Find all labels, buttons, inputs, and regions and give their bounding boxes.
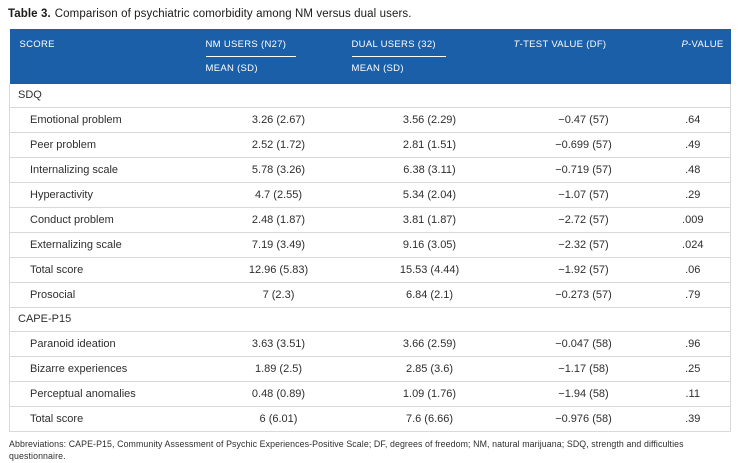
table-caption: Table 3. Comparison of psychiatric comorb… <box>8 8 735 20</box>
row-label: Hyperactivity <box>9 182 206 208</box>
dual-mean-sd: 6.38 (3.11) <box>351 157 508 183</box>
row-label: Peer problem <box>9 132 206 158</box>
dual-mean-sd: 6.84 (2.1) <box>351 282 508 308</box>
comparison-table: SCORE NM USERS (N27) MEAN (SD) DUAL USER… <box>9 29 731 432</box>
dual-mean-sd: 9.16 (3.05) <box>351 232 508 258</box>
row-label: Prosocial <box>9 282 206 308</box>
row-label: Total score <box>9 257 206 283</box>
nm-mean-sd: 3.26 (2.67) <box>205 107 352 133</box>
table-row: Paranoid ideation 3.63 (3.51) 3.66 (2.59) −… <box>9 331 731 357</box>
p-value: .49 <box>659 132 731 158</box>
table-row: Internalizing scale 5.78 (3.26) 6.38 (3.11… <box>9 157 731 183</box>
t-test-value: −1.17 (58) <box>507 356 660 382</box>
table-row: Hyperactivity 4.7 (2.55) 5.34 (2.04) −1.07 … <box>9 182 731 208</box>
dual-mean-sd: 2.85 (3.6) <box>351 356 508 382</box>
nm-mean-sd: 1.89 (2.5) <box>205 356 352 382</box>
header-p-value: P-VALUE <box>659 29 731 84</box>
header-score: SCORE <box>9 29 206 84</box>
dual-mean-sd: 3.81 (1.87) <box>351 207 508 233</box>
p-value: .64 <box>659 107 731 133</box>
row-label: Emotional problem <box>9 107 206 133</box>
header-t-test: T-TEST VALUE (DF) <box>507 29 660 84</box>
nm-mean-sd: 5.78 (3.26) <box>205 157 352 183</box>
row-label: Total score <box>9 406 206 432</box>
t-test-value: −0.273 (57) <box>507 282 660 308</box>
nm-mean-sd: 2.48 (1.87) <box>205 207 352 233</box>
row-label: Conduct problem <box>9 207 206 233</box>
t-test-value: −2.72 (57) <box>507 207 660 233</box>
dual-mean-sd: 3.56 (2.29) <box>351 107 508 133</box>
row-label: Externalizing scale <box>9 232 206 258</box>
section-row: CAPE-P15 <box>9 307 731 332</box>
p-value: .48 <box>659 157 731 183</box>
dual-mean-sd: 2.81 (1.51) <box>351 132 508 158</box>
nm-mean-sd: 12.96 (5.83) <box>205 257 352 283</box>
header-dual-users-label: DUAL USERS (32) <box>351 39 446 57</box>
table-row: Total score 12.96 (5.83) 15.53 (4.44) −1.92… <box>9 257 731 283</box>
header-nm-users: NM USERS (N27) MEAN (SD) <box>205 29 352 84</box>
nm-mean-sd: 6 (6.01) <box>205 406 352 432</box>
table-caption-label: Table 3. <box>8 8 51 20</box>
p-value: .009 <box>659 207 731 233</box>
p-value: .79 <box>659 282 731 308</box>
dual-mean-sd: 3.66 (2.59) <box>351 331 508 357</box>
table-row: Emotional problem 3.26 (2.67) 3.56 (2.29) −… <box>9 107 731 133</box>
header-nm-users-label: NM USERS (N27) <box>205 39 297 57</box>
header-dual-users: DUAL USERS (32) MEAN (SD) <box>351 29 508 84</box>
p-value: .39 <box>659 406 731 432</box>
t-test-value: −0.699 (57) <box>507 132 660 158</box>
p-value: .25 <box>659 356 731 382</box>
header-nm-mean-sd: MEAN (SD) <box>205 63 258 74</box>
nm-mean-sd: 4.7 (2.55) <box>205 182 352 208</box>
row-label: Internalizing scale <box>9 157 206 183</box>
table-row: Total score 6 (6.01) 7.6 (6.66) −0.976 (58)… <box>9 406 731 432</box>
t-test-value: −1.94 (58) <box>507 381 660 407</box>
p-value: .06 <box>659 257 731 283</box>
section-label: SDQ <box>9 84 731 108</box>
dual-mean-sd: 5.34 (2.04) <box>351 182 508 208</box>
table-row: Prosocial 7 (2.3) 6.84 (2.1) −0.273 (57) .79 <box>9 282 731 308</box>
table-footnote: Abbreviations: CAPE-P15, Community Asses… <box>9 439 684 462</box>
p-value: .11 <box>659 381 731 407</box>
section-label: CAPE-P15 <box>9 307 731 332</box>
table-caption-text: Comparison of psychiatric comorbidity am… <box>54 8 412 20</box>
row-label: Paranoid ideation <box>9 331 206 357</box>
table-row: Conduct problem 2.48 (1.87) 3.81 (1.87) −2.… <box>9 207 731 233</box>
dual-mean-sd: 7.6 (6.66) <box>351 406 508 432</box>
header-dual-mean-sd: MEAN (SD) <box>351 63 404 74</box>
table-row: Perceptual anomalies 0.48 (0.89) 1.09 (1.7… <box>9 381 731 407</box>
table-row: Bizarre experiences 1.89 (2.5) 2.85 (3.6) −… <box>9 356 731 382</box>
t-test-value: −0.047 (58) <box>507 331 660 357</box>
p-value: .29 <box>659 182 731 208</box>
p-value: .96 <box>659 331 731 357</box>
dual-mean-sd: 15.53 (4.44) <box>351 257 508 283</box>
table-row: Peer problem 2.52 (1.72) 2.81 (1.51) −0.699… <box>9 132 731 158</box>
t-test-value: −0.47 (57) <box>507 107 660 133</box>
section-row: SDQ <box>9 84 731 108</box>
t-test-value: −2.32 (57) <box>507 232 660 258</box>
nm-mean-sd: 2.52 (1.72) <box>205 132 352 158</box>
t-test-value: −0.976 (58) <box>507 406 660 432</box>
t-test-value: −1.07 (57) <box>507 182 660 208</box>
table-header-row: SCORE NM USERS (N27) MEAN (SD) DUAL USER… <box>9 29 731 84</box>
dual-mean-sd: 1.09 (1.76) <box>351 381 508 407</box>
table-body: SDQ Emotional problem 3.26 (2.67) 3.56 (2.2… <box>9 84 731 432</box>
row-label: Perceptual anomalies <box>9 381 206 407</box>
row-label: Bizarre experiences <box>9 356 206 382</box>
t-test-value: −1.92 (57) <box>507 257 660 283</box>
nm-mean-sd: 0.48 (0.89) <box>205 381 352 407</box>
table-header: SCORE NM USERS (N27) MEAN (SD) DUAL USER… <box>9 29 731 84</box>
nm-mean-sd: 7 (2.3) <box>205 282 352 308</box>
table-row: Externalizing scale 7.19 (3.49) 9.16 (3.05… <box>9 232 731 258</box>
p-value: .024 <box>659 232 731 258</box>
nm-mean-sd: 3.63 (3.51) <box>205 331 352 357</box>
nm-mean-sd: 7.19 (3.49) <box>205 232 352 258</box>
t-test-value: −0.719 (57) <box>507 157 660 183</box>
